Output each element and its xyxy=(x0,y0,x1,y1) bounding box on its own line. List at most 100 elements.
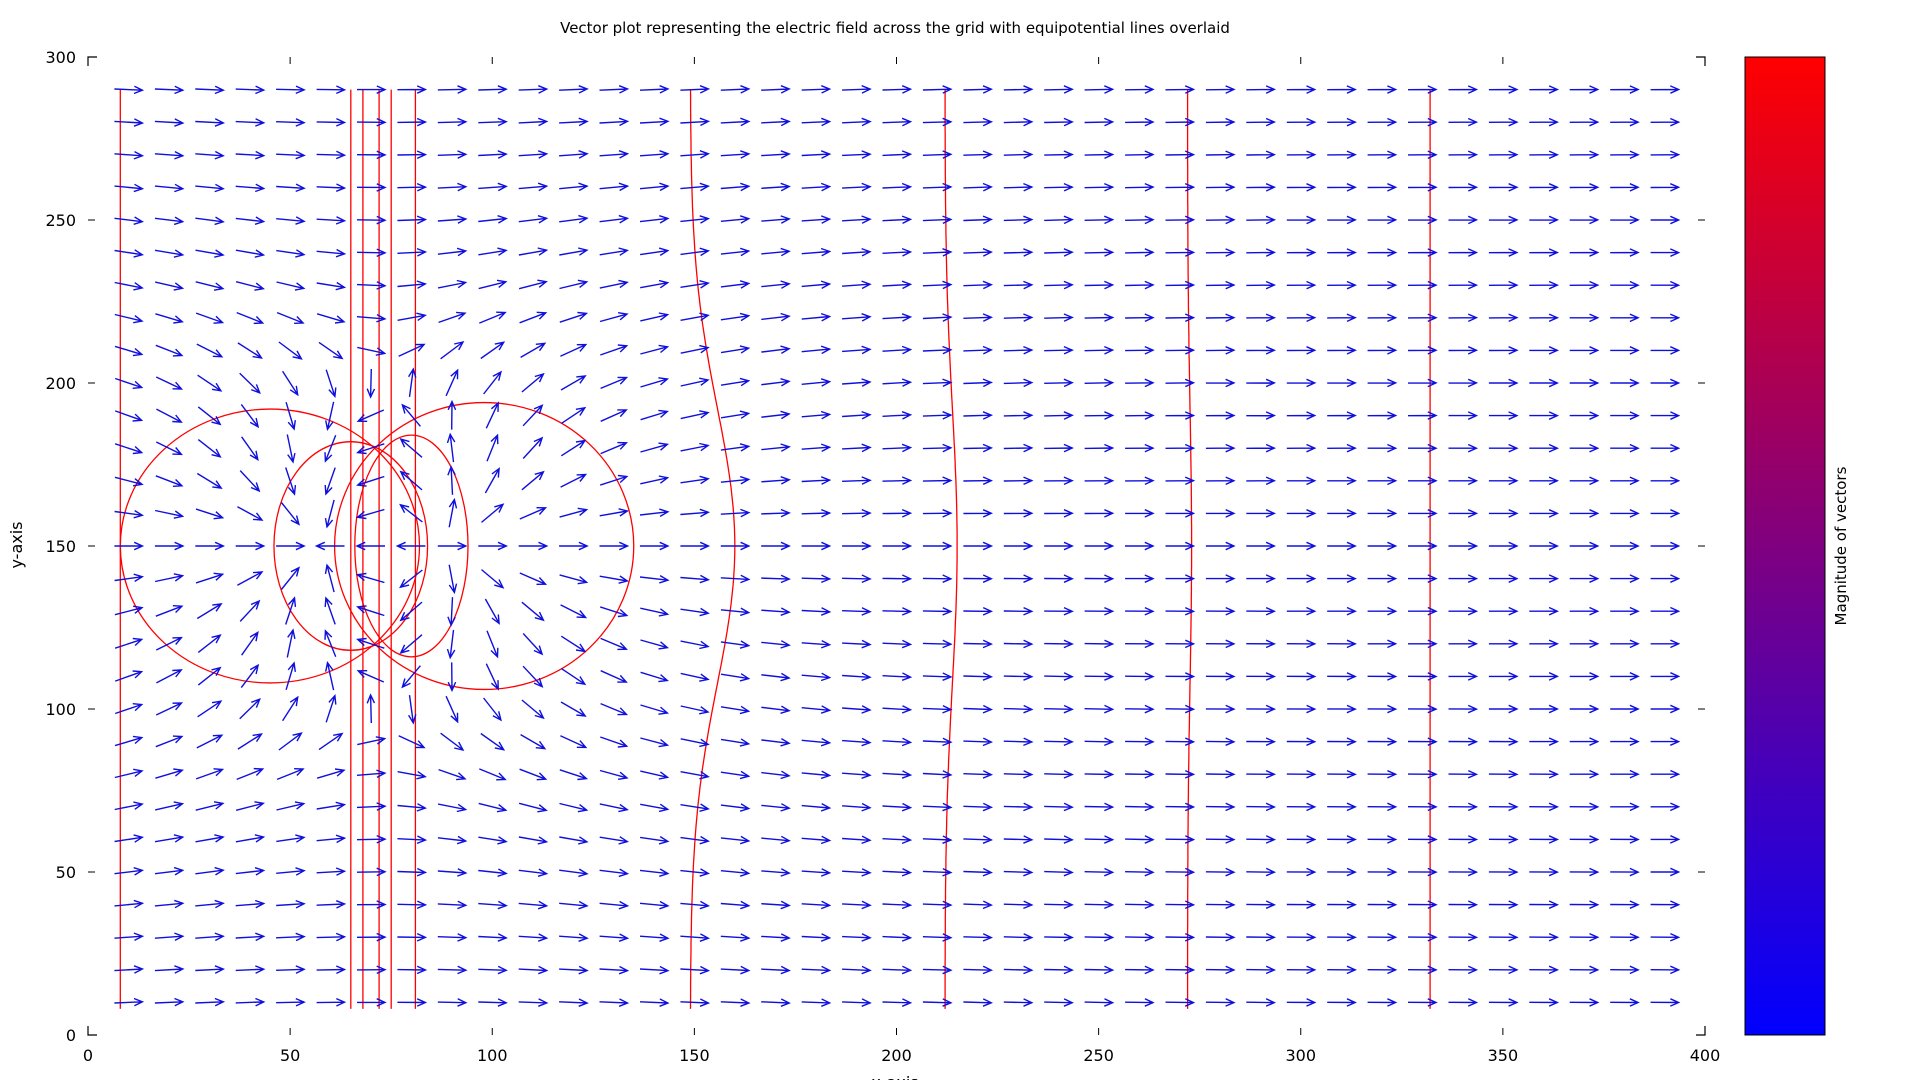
field-vector xyxy=(963,476,993,486)
field-vector xyxy=(154,932,185,942)
field-vector xyxy=(842,574,872,584)
frame-corner-bottom-right xyxy=(1696,1026,1706,1036)
field-vector xyxy=(1569,248,1600,257)
field-vector xyxy=(1327,704,1357,714)
field-vector xyxy=(963,574,994,583)
field-vector xyxy=(195,768,225,780)
field-vector xyxy=(1125,280,1155,290)
field-vector xyxy=(1367,183,1398,192)
field-vector xyxy=(1125,704,1155,714)
field-vector xyxy=(155,475,184,487)
field-vector xyxy=(276,311,305,324)
field-vector xyxy=(842,476,872,485)
field-vector xyxy=(639,182,670,192)
field-vector xyxy=(318,732,344,751)
field-vector xyxy=(1367,150,1398,160)
field-vector xyxy=(1205,574,1236,583)
field-vector xyxy=(963,248,993,257)
field-vector xyxy=(1246,378,1277,388)
field-vector xyxy=(761,541,791,551)
field-vector xyxy=(1407,965,1438,975)
field-vector xyxy=(155,735,184,748)
field-vector xyxy=(882,933,913,942)
field-vector xyxy=(842,508,872,518)
field-vector xyxy=(559,836,589,845)
field-vector xyxy=(1407,802,1438,812)
field-vector xyxy=(1165,998,1196,1007)
field-vector xyxy=(155,441,183,456)
field-vector xyxy=(842,410,872,420)
field-vector xyxy=(1448,443,1479,453)
field-vector xyxy=(1448,574,1479,583)
field-vector xyxy=(599,769,629,780)
field-vector xyxy=(1003,117,1034,127)
field-vector xyxy=(1205,965,1236,975)
field-vector xyxy=(801,607,832,616)
field-vector xyxy=(1448,867,1479,877)
field-vector xyxy=(559,900,589,910)
field-vector xyxy=(1165,117,1196,127)
field-vector xyxy=(1205,835,1236,844)
field-vector xyxy=(1650,248,1681,257)
field-vector xyxy=(1488,900,1519,909)
field-vector xyxy=(922,345,953,355)
field-vector xyxy=(1650,639,1681,649)
field-vector xyxy=(559,150,589,159)
field-vector xyxy=(316,117,347,127)
field-vector xyxy=(963,541,994,551)
field-vector xyxy=(1003,280,1034,290)
field-vector xyxy=(1044,802,1074,812)
field-vector xyxy=(1448,183,1479,192)
field-vector xyxy=(1286,672,1317,681)
field-vector xyxy=(1286,248,1317,257)
field-vector xyxy=(1084,965,1115,975)
field-vector xyxy=(114,443,144,455)
field-vector xyxy=(478,998,508,1007)
field-vector xyxy=(1286,639,1317,649)
field-vector xyxy=(1488,998,1519,1007)
field-vector xyxy=(481,503,505,523)
field-vector xyxy=(720,640,751,649)
field-vector xyxy=(1286,117,1317,127)
field-vector xyxy=(720,541,751,551)
field-vector xyxy=(155,313,184,324)
field-vector xyxy=(1205,509,1236,518)
field-vector xyxy=(366,368,376,399)
field-vector xyxy=(1650,672,1681,681)
field-vector xyxy=(518,900,549,910)
field-vector xyxy=(1125,85,1155,94)
field-vector xyxy=(522,404,544,427)
field-vector xyxy=(720,280,751,289)
field-vector xyxy=(963,150,994,159)
field-vector xyxy=(922,541,953,551)
field-vector xyxy=(600,441,628,455)
field-vector xyxy=(1165,378,1196,388)
field-vector xyxy=(559,802,589,813)
field-vector xyxy=(599,868,630,878)
field-vector xyxy=(1367,639,1398,649)
field-vector xyxy=(1165,606,1196,616)
field-vector xyxy=(1367,835,1398,844)
field-vector xyxy=(1610,411,1640,420)
field-vector xyxy=(154,573,185,583)
field-vector xyxy=(1408,476,1438,486)
field-vector xyxy=(720,345,751,354)
field-vector xyxy=(680,672,710,682)
field-vector xyxy=(1003,802,1034,812)
field-vector xyxy=(1205,639,1236,649)
field-vector xyxy=(518,215,549,224)
field-vector xyxy=(518,85,549,94)
field-vector xyxy=(398,343,426,357)
field-vector xyxy=(1610,900,1640,909)
field-vector xyxy=(639,508,670,518)
field-vector xyxy=(761,182,791,192)
field-vector xyxy=(1327,378,1357,388)
field-vector xyxy=(1246,802,1277,812)
y-tick-label: 200 xyxy=(45,374,76,393)
field-vector xyxy=(356,802,387,811)
x-axis-label: x-axis xyxy=(871,1073,918,1080)
field-vector xyxy=(1327,574,1357,583)
field-vector xyxy=(437,182,468,192)
field-vector xyxy=(559,117,589,127)
field-vector xyxy=(680,771,710,780)
